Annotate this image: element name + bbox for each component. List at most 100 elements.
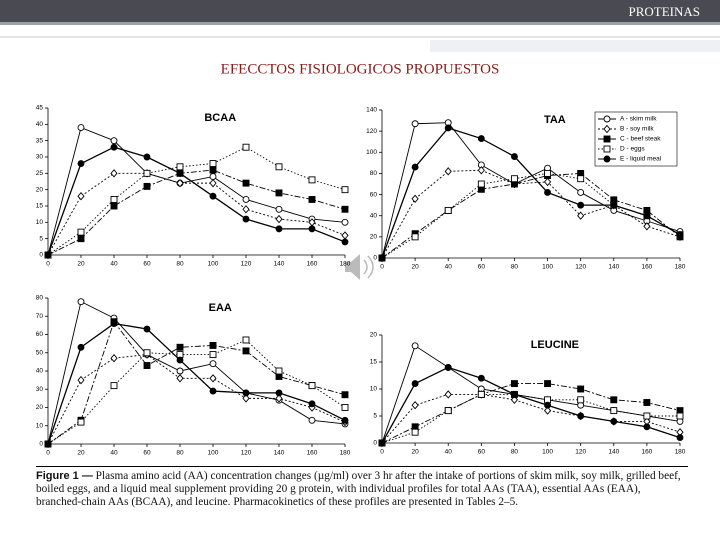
marker bbox=[176, 367, 184, 375]
legend-marker bbox=[603, 115, 611, 123]
y-tick-label: 20 bbox=[36, 186, 44, 193]
x-tick-label: 100 bbox=[208, 261, 219, 268]
marker bbox=[275, 214, 283, 224]
series-line bbox=[47, 339, 346, 445]
marker bbox=[544, 189, 552, 196]
x-tick-label: 160 bbox=[641, 264, 652, 271]
marker bbox=[676, 412, 684, 420]
series-line bbox=[381, 383, 681, 444]
marker bbox=[444, 363, 452, 371]
marker bbox=[610, 396, 618, 404]
marker bbox=[378, 439, 386, 447]
y-tick-label: 140 bbox=[366, 107, 377, 114]
series-line bbox=[47, 354, 346, 445]
series-line bbox=[47, 322, 346, 445]
marker bbox=[341, 186, 349, 194]
marker bbox=[510, 390, 518, 398]
marker bbox=[610, 417, 618, 425]
marker bbox=[176, 343, 184, 351]
series-line bbox=[47, 146, 346, 256]
marker bbox=[308, 416, 316, 424]
marker bbox=[242, 389, 250, 397]
marker bbox=[577, 189, 585, 196]
y-tick-label: 10 bbox=[36, 422, 44, 429]
series-line bbox=[381, 393, 680, 444]
marker bbox=[143, 153, 151, 161]
x-tick-label: 0 bbox=[380, 449, 384, 456]
x-tick-label: 140 bbox=[608, 449, 619, 456]
x-tick-label: 20 bbox=[411, 449, 419, 456]
x-tick-label: 100 bbox=[542, 264, 553, 271]
marker bbox=[176, 163, 184, 171]
caption-label: Figure 1 — bbox=[36, 470, 93, 482]
x-tick-label: 100 bbox=[542, 449, 553, 456]
series-line bbox=[381, 172, 681, 259]
marker bbox=[143, 169, 151, 177]
marker bbox=[44, 440, 52, 448]
x-tick-label: 180 bbox=[340, 450, 351, 457]
series-line bbox=[381, 172, 681, 259]
marker bbox=[308, 382, 316, 390]
y-tick-label: 20 bbox=[370, 234, 378, 241]
marker bbox=[308, 196, 316, 203]
x-tick-label: 60 bbox=[143, 450, 151, 457]
marker bbox=[477, 166, 485, 175]
marker bbox=[176, 178, 184, 188]
series-line bbox=[381, 122, 681, 259]
series-line bbox=[47, 320, 346, 445]
y-tick-label: 30 bbox=[36, 386, 44, 393]
marker bbox=[444, 407, 452, 415]
marker bbox=[577, 211, 585, 220]
marker bbox=[444, 167, 452, 176]
marker bbox=[411, 120, 419, 128]
marker bbox=[643, 423, 651, 431]
marker bbox=[544, 401, 552, 409]
legend: A - skim milk B - soy milk C - beef steak D… bbox=[594, 111, 678, 167]
y-tick-label: 30 bbox=[36, 154, 44, 161]
x-tick-label: 180 bbox=[675, 264, 686, 271]
y-tick-label: 40 bbox=[370, 212, 378, 219]
y-tick-label: 120 bbox=[366, 128, 377, 135]
marker bbox=[544, 169, 552, 177]
marker bbox=[275, 389, 283, 397]
marker bbox=[209, 342, 217, 349]
marker bbox=[610, 201, 618, 209]
header-bar bbox=[0, 0, 720, 22]
legend-label: B - soy milk bbox=[620, 126, 654, 133]
marker bbox=[411, 194, 419, 203]
x-tick-label: 60 bbox=[478, 264, 486, 271]
x-tick-label: 100 bbox=[208, 450, 219, 457]
marker bbox=[510, 380, 518, 388]
marker bbox=[577, 175, 585, 183]
marker bbox=[341, 218, 349, 226]
series-line bbox=[381, 127, 681, 259]
marker bbox=[110, 196, 118, 203]
marker bbox=[77, 235, 85, 243]
y-tick-label: 20 bbox=[370, 332, 378, 339]
marker bbox=[110, 354, 118, 363]
series-line bbox=[47, 172, 346, 256]
marker bbox=[341, 416, 349, 424]
marker bbox=[275, 189, 283, 197]
plot: 0 5 10 15 20 0 20 40 60 80 100 120 140 160 180 LEUCINE bbox=[370, 332, 686, 456]
x-tick-label: 0 bbox=[380, 264, 384, 271]
marker bbox=[77, 160, 85, 167]
plot-title: TAA bbox=[544, 114, 566, 126]
series-line bbox=[47, 169, 346, 256]
marker bbox=[242, 394, 250, 403]
series-line bbox=[47, 146, 346, 256]
x-tick-label: 80 bbox=[176, 450, 184, 457]
plot: 0 5 10 15 20 25 30 35 40 45 0 20 40 60 80 100 120 140 160 1… bbox=[36, 105, 351, 268]
y-tick-label: 0 bbox=[39, 441, 43, 448]
marker bbox=[110, 202, 118, 210]
y-tick-label: 50 bbox=[36, 349, 44, 356]
x-tick-label: 160 bbox=[307, 261, 318, 268]
y-tick-label: 10 bbox=[370, 386, 378, 393]
section-label: PROTEINAS bbox=[628, 4, 700, 19]
marker bbox=[77, 228, 85, 236]
marker bbox=[378, 254, 386, 262]
x-tick-label: 20 bbox=[77, 261, 85, 268]
y-tick-label: 15 bbox=[370, 359, 378, 366]
marker bbox=[477, 390, 485, 398]
series-line bbox=[381, 366, 681, 444]
